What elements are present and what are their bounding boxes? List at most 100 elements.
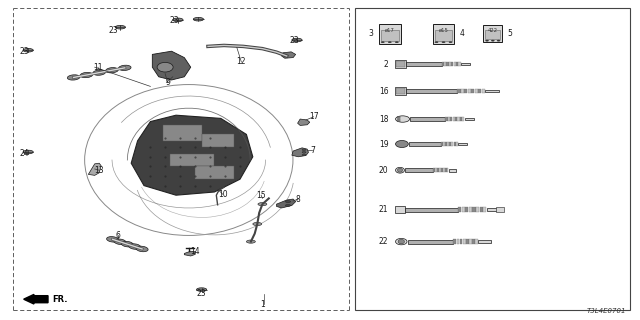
Text: ø15: ø15 bbox=[438, 28, 449, 33]
Ellipse shape bbox=[129, 244, 141, 249]
Ellipse shape bbox=[397, 118, 401, 120]
Bar bbox=[406, 89, 458, 93]
Polygon shape bbox=[282, 52, 296, 58]
Ellipse shape bbox=[397, 120, 401, 122]
Ellipse shape bbox=[118, 65, 131, 70]
Polygon shape bbox=[298, 119, 310, 125]
Text: 16: 16 bbox=[379, 87, 388, 96]
Bar bbox=[465, 207, 468, 212]
Bar bbox=[476, 207, 479, 212]
Ellipse shape bbox=[122, 241, 133, 247]
Bar bbox=[458, 62, 461, 66]
Bar bbox=[476, 239, 478, 244]
Bar bbox=[195, 166, 234, 179]
Bar bbox=[433, 168, 435, 172]
Bar bbox=[458, 89, 461, 93]
Ellipse shape bbox=[302, 149, 306, 151]
Bar bbox=[449, 62, 451, 66]
Bar bbox=[445, 117, 447, 121]
Bar bbox=[461, 63, 470, 65]
Bar bbox=[458, 207, 461, 212]
Ellipse shape bbox=[492, 40, 495, 41]
Ellipse shape bbox=[196, 288, 207, 292]
Ellipse shape bbox=[396, 167, 404, 173]
Ellipse shape bbox=[396, 238, 407, 245]
Ellipse shape bbox=[396, 140, 408, 148]
Bar bbox=[458, 143, 467, 145]
Bar bbox=[396, 61, 405, 67]
Ellipse shape bbox=[157, 62, 173, 72]
Bar bbox=[454, 142, 456, 146]
Bar bbox=[483, 25, 502, 42]
Bar bbox=[456, 239, 460, 244]
Ellipse shape bbox=[397, 116, 401, 118]
Polygon shape bbox=[88, 163, 101, 175]
Bar bbox=[468, 89, 471, 93]
Text: 21: 21 bbox=[379, 205, 388, 214]
Polygon shape bbox=[131, 115, 253, 195]
Ellipse shape bbox=[67, 75, 80, 80]
Polygon shape bbox=[152, 51, 191, 80]
Ellipse shape bbox=[486, 40, 489, 41]
Bar bbox=[439, 168, 441, 172]
Ellipse shape bbox=[80, 72, 93, 78]
Ellipse shape bbox=[292, 38, 302, 42]
Ellipse shape bbox=[497, 40, 500, 41]
Bar bbox=[475, 89, 478, 93]
Ellipse shape bbox=[285, 204, 291, 206]
Bar bbox=[433, 24, 454, 44]
Text: 422: 422 bbox=[488, 28, 498, 33]
Bar bbox=[460, 239, 463, 244]
Ellipse shape bbox=[115, 25, 125, 29]
Bar bbox=[451, 62, 453, 66]
Bar bbox=[447, 142, 449, 146]
Bar bbox=[445, 142, 447, 146]
Ellipse shape bbox=[136, 246, 148, 252]
Ellipse shape bbox=[93, 70, 106, 75]
Ellipse shape bbox=[253, 222, 262, 226]
Ellipse shape bbox=[302, 154, 306, 156]
Ellipse shape bbox=[388, 42, 392, 43]
Text: 23: 23 bbox=[108, 26, 118, 35]
Bar bbox=[460, 117, 462, 121]
Text: 1: 1 bbox=[260, 300, 265, 309]
Bar bbox=[440, 142, 443, 146]
Bar bbox=[482, 89, 485, 93]
Bar bbox=[163, 125, 202, 141]
Text: 10: 10 bbox=[218, 190, 228, 199]
Ellipse shape bbox=[107, 236, 118, 242]
Ellipse shape bbox=[396, 116, 410, 122]
Bar bbox=[410, 117, 445, 121]
Bar bbox=[466, 239, 468, 244]
Bar bbox=[395, 206, 405, 213]
Bar bbox=[445, 168, 447, 172]
Bar bbox=[485, 90, 499, 92]
Bar bbox=[435, 168, 437, 172]
Bar bbox=[435, 30, 452, 41]
Bar bbox=[483, 207, 486, 212]
Bar bbox=[487, 208, 501, 211]
Bar bbox=[447, 168, 449, 172]
Text: T3L4E0701: T3L4E0701 bbox=[586, 308, 626, 314]
Bar bbox=[443, 168, 445, 172]
Ellipse shape bbox=[193, 17, 204, 21]
Polygon shape bbox=[292, 148, 308, 157]
Bar bbox=[395, 87, 406, 95]
Bar bbox=[170, 154, 214, 166]
Text: 7: 7 bbox=[310, 146, 315, 155]
Bar bbox=[465, 89, 467, 93]
Bar bbox=[465, 118, 474, 120]
Ellipse shape bbox=[442, 42, 445, 43]
Text: 5: 5 bbox=[508, 29, 513, 38]
Bar bbox=[456, 142, 458, 146]
Bar bbox=[408, 240, 453, 244]
Text: FR.: FR. bbox=[52, 295, 68, 304]
Bar bbox=[395, 60, 406, 68]
Ellipse shape bbox=[398, 239, 404, 244]
Polygon shape bbox=[276, 199, 296, 208]
Ellipse shape bbox=[114, 239, 126, 244]
Text: 6: 6 bbox=[116, 231, 121, 240]
Bar bbox=[444, 62, 446, 66]
Bar bbox=[478, 89, 481, 93]
Polygon shape bbox=[184, 251, 195, 256]
